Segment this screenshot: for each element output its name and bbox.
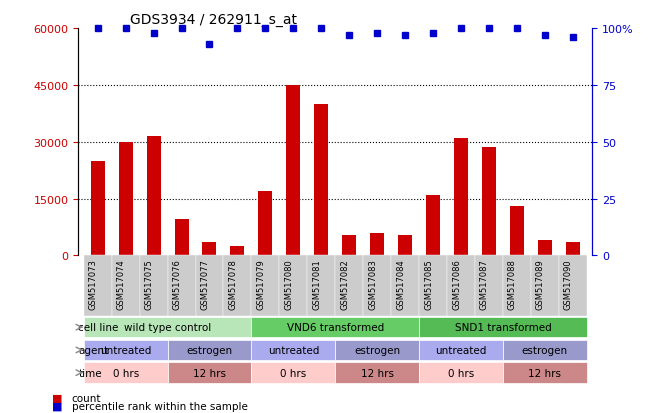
Bar xyxy=(223,256,251,316)
Text: GDS3934 / 262911_s_at: GDS3934 / 262911_s_at xyxy=(130,12,297,26)
Bar xyxy=(398,235,412,256)
Bar xyxy=(286,85,300,256)
Text: GSM517075: GSM517075 xyxy=(145,259,154,309)
Bar xyxy=(90,161,105,256)
Bar xyxy=(426,195,440,256)
Bar xyxy=(251,340,335,360)
Bar xyxy=(419,317,587,337)
Text: GSM517074: GSM517074 xyxy=(117,259,126,309)
Text: GSM517084: GSM517084 xyxy=(396,259,405,309)
Bar xyxy=(174,220,189,256)
Bar xyxy=(419,340,503,360)
Bar xyxy=(391,256,419,316)
Bar xyxy=(342,235,356,256)
Bar xyxy=(230,246,244,256)
Text: untreated: untreated xyxy=(436,345,487,355)
Bar xyxy=(419,363,503,383)
Text: 0 hrs: 0 hrs xyxy=(448,368,474,378)
Bar xyxy=(279,256,307,316)
Text: GSM517076: GSM517076 xyxy=(173,259,182,309)
Text: GSM517089: GSM517089 xyxy=(536,259,545,309)
Bar xyxy=(251,363,335,383)
Bar xyxy=(139,256,167,316)
Bar xyxy=(503,256,531,316)
Bar xyxy=(167,256,195,316)
Text: GSM517081: GSM517081 xyxy=(312,259,322,309)
Bar xyxy=(566,242,580,256)
Bar xyxy=(84,317,251,337)
Bar xyxy=(146,137,161,256)
Text: GSM517073: GSM517073 xyxy=(89,259,98,309)
Bar xyxy=(503,340,587,360)
Bar xyxy=(307,256,335,316)
Bar xyxy=(167,363,251,383)
Text: ■: ■ xyxy=(52,393,62,403)
Text: GSM517078: GSM517078 xyxy=(229,259,238,309)
Text: estrogen: estrogen xyxy=(522,345,568,355)
Text: 12 hrs: 12 hrs xyxy=(361,368,394,378)
Bar xyxy=(84,256,112,316)
Text: GSM517087: GSM517087 xyxy=(480,259,489,309)
Bar xyxy=(251,317,419,337)
Text: 0 hrs: 0 hrs xyxy=(113,368,139,378)
Text: VND6 transformed: VND6 transformed xyxy=(286,323,384,332)
Text: GSM517090: GSM517090 xyxy=(564,259,573,309)
Bar xyxy=(195,256,223,316)
Bar xyxy=(112,256,139,316)
Text: ■: ■ xyxy=(52,401,62,411)
Text: wild type control: wild type control xyxy=(124,323,211,332)
Text: GSM517077: GSM517077 xyxy=(201,259,210,309)
Bar xyxy=(503,363,587,383)
Text: GSM517080: GSM517080 xyxy=(284,259,294,309)
Bar xyxy=(475,256,503,316)
Text: GSM517083: GSM517083 xyxy=(368,259,377,309)
Bar xyxy=(258,192,272,256)
Bar xyxy=(118,142,133,256)
Bar xyxy=(454,138,468,256)
Bar xyxy=(314,104,328,256)
Text: GSM517079: GSM517079 xyxy=(256,259,266,309)
Text: GSM517088: GSM517088 xyxy=(508,259,517,309)
Bar xyxy=(251,256,279,316)
Bar xyxy=(419,256,447,316)
Bar xyxy=(559,256,587,316)
Bar xyxy=(538,241,552,256)
Text: agent: agent xyxy=(78,345,109,355)
Bar xyxy=(202,242,217,256)
Text: estrogen: estrogen xyxy=(354,345,400,355)
Bar xyxy=(335,256,363,316)
Text: 0 hrs: 0 hrs xyxy=(280,368,307,378)
Text: 12 hrs: 12 hrs xyxy=(193,368,226,378)
Text: percentile rank within the sample: percentile rank within the sample xyxy=(72,401,247,411)
Text: SND1 transformed: SND1 transformed xyxy=(454,323,551,332)
Bar xyxy=(370,233,384,256)
Text: untreated: untreated xyxy=(268,345,319,355)
Bar xyxy=(335,363,419,383)
Text: cell line: cell line xyxy=(78,323,118,332)
Bar xyxy=(531,256,559,316)
Text: estrogen: estrogen xyxy=(186,345,232,355)
Bar xyxy=(167,340,251,360)
Bar xyxy=(335,340,419,360)
Text: GSM517086: GSM517086 xyxy=(452,259,461,309)
Bar xyxy=(363,256,391,316)
Text: untreated: untreated xyxy=(100,345,151,355)
Bar xyxy=(84,363,167,383)
Text: time: time xyxy=(78,368,102,378)
Bar xyxy=(510,206,524,256)
Bar xyxy=(447,256,475,316)
Text: GSM517085: GSM517085 xyxy=(424,259,433,309)
Text: GSM517082: GSM517082 xyxy=(340,259,349,309)
Text: 12 hrs: 12 hrs xyxy=(529,368,561,378)
Text: count: count xyxy=(72,393,101,403)
Bar xyxy=(84,340,167,360)
Bar xyxy=(482,148,496,256)
